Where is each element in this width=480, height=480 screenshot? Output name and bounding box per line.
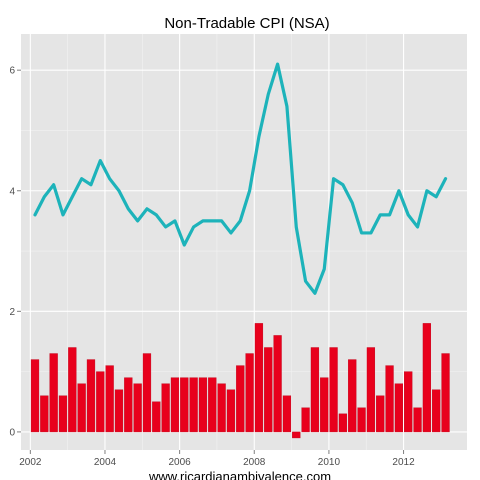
bar bbox=[217, 383, 226, 433]
bar bbox=[357, 407, 366, 433]
bar bbox=[394, 383, 404, 433]
bar bbox=[170, 377, 180, 433]
chart-caption: www.ricardianambivalence.com bbox=[148, 469, 331, 480]
bar bbox=[329, 347, 338, 433]
bar bbox=[366, 347, 376, 433]
bar bbox=[236, 365, 245, 433]
bar bbox=[264, 347, 273, 433]
bar bbox=[77, 383, 86, 433]
y-tick-label: 6 bbox=[9, 66, 15, 77]
bar bbox=[86, 359, 96, 433]
bar bbox=[338, 413, 348, 433]
bar bbox=[348, 359, 357, 433]
bar bbox=[142, 353, 152, 433]
y-tick-label: 2 bbox=[9, 307, 15, 318]
x-tick-label: 2006 bbox=[168, 457, 191, 468]
bar bbox=[68, 347, 77, 433]
x-axis-ticks: 2002 2004 2006 2008 2010 2012 bbox=[19, 450, 415, 468]
bar bbox=[133, 383, 142, 433]
bar bbox=[273, 335, 282, 433]
y-axis-ticks: 0 2 4 6 bbox=[9, 66, 21, 438]
bar bbox=[58, 395, 68, 433]
bar bbox=[282, 395, 292, 433]
bar bbox=[152, 401, 161, 433]
bar bbox=[105, 365, 114, 433]
bar bbox=[114, 389, 124, 433]
x-tick-label: 2008 bbox=[243, 457, 266, 468]
bar bbox=[161, 383, 170, 433]
bar bbox=[30, 359, 40, 433]
bar bbox=[40, 395, 49, 433]
bar bbox=[96, 371, 105, 433]
bar bbox=[413, 407, 422, 433]
bar bbox=[198, 377, 208, 433]
bar bbox=[320, 377, 329, 433]
bar bbox=[292, 431, 301, 439]
line-series bbox=[33, 62, 448, 295]
bar-series bbox=[30, 323, 450, 439]
y-tick-label: 0 bbox=[9, 427, 15, 438]
bar bbox=[180, 377, 189, 433]
bar bbox=[301, 407, 310, 433]
bar bbox=[422, 323, 431, 433]
y-tick-label: 4 bbox=[9, 186, 15, 197]
bar bbox=[49, 353, 58, 433]
x-tick-label: 2002 bbox=[19, 457, 42, 468]
chart-title: Non-Tradable CPI (NSA) bbox=[164, 15, 329, 32]
bar bbox=[124, 377, 133, 433]
x-tick-label: 2012 bbox=[392, 457, 415, 468]
bar bbox=[245, 353, 254, 433]
x-tick-label: 2010 bbox=[318, 457, 341, 468]
bar bbox=[189, 377, 198, 433]
bar bbox=[208, 377, 217, 433]
x-tick-label: 2004 bbox=[94, 457, 117, 468]
bar bbox=[385, 365, 394, 433]
bar bbox=[376, 395, 385, 433]
bar bbox=[254, 323, 264, 433]
bar bbox=[226, 389, 236, 433]
bar bbox=[432, 389, 441, 433]
bar bbox=[441, 353, 450, 433]
bar bbox=[404, 371, 413, 433]
bar bbox=[310, 347, 320, 433]
